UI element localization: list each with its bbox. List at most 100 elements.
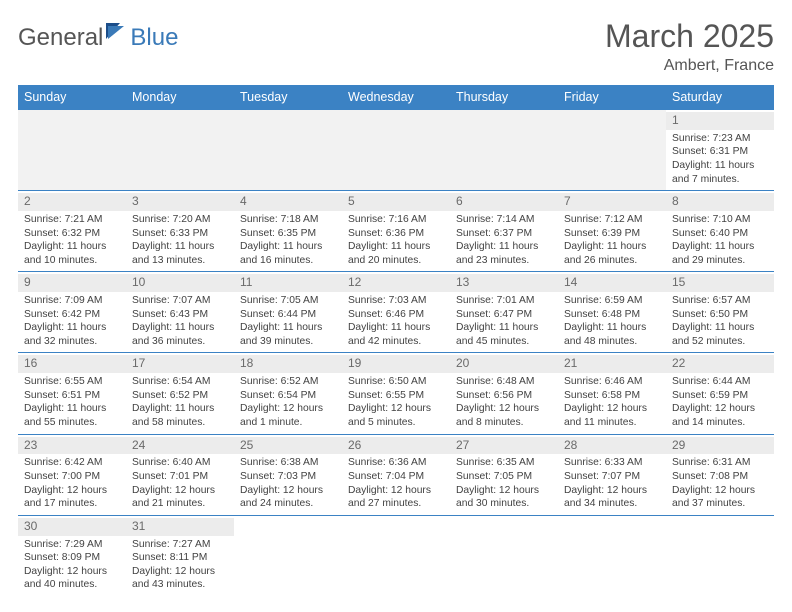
daylight-text-2: and 17 minutes. (24, 497, 120, 511)
daylight-text-2: and 32 minutes. (24, 335, 120, 349)
daylight-text-2: and 55 minutes. (24, 416, 120, 430)
sunrise-text: Sunrise: 6:31 AM (672, 456, 768, 470)
sunset-text: Sunset: 6:56 PM (456, 389, 552, 403)
day-number: 2 (18, 193, 126, 211)
sunset-text: Sunset: 6:50 PM (672, 308, 768, 322)
calendar-cell: 12Sunrise: 7:03 AMSunset: 6:46 PMDayligh… (342, 272, 450, 353)
sunset-text: Sunset: 6:37 PM (456, 227, 552, 241)
calendar-cell: 16Sunrise: 6:55 AMSunset: 6:51 PMDayligh… (18, 353, 126, 434)
sunrise-text: Sunrise: 7:29 AM (24, 538, 120, 552)
sunrise-text: Sunrise: 6:42 AM (24, 456, 120, 470)
daylight-text-1: Daylight: 11 hours (240, 321, 336, 335)
day-number: 28 (558, 437, 666, 455)
day-number: 17 (126, 355, 234, 373)
day-number: 15 (666, 274, 774, 292)
daylight-text-1: Daylight: 11 hours (672, 321, 768, 335)
daylight-text-1: Daylight: 11 hours (132, 240, 228, 254)
sunrise-text: Sunrise: 6:59 AM (564, 294, 660, 308)
daylight-text-2: and 13 minutes. (132, 254, 228, 268)
sunset-text: Sunset: 7:08 PM (672, 470, 768, 484)
daylight-text-2: and 27 minutes. (348, 497, 444, 511)
sunrise-text: Sunrise: 7:03 AM (348, 294, 444, 308)
sunrise-text: Sunrise: 7:10 AM (672, 213, 768, 227)
calendar-cell-empty (234, 515, 342, 596)
day-number: 13 (450, 274, 558, 292)
calendar-cell: 3Sunrise: 7:20 AMSunset: 6:33 PMDaylight… (126, 191, 234, 272)
sunset-text: Sunset: 6:35 PM (240, 227, 336, 241)
daylight-text-1: Daylight: 12 hours (564, 484, 660, 498)
calendar-cell-empty (450, 515, 558, 596)
sunset-text: Sunset: 7:01 PM (132, 470, 228, 484)
day-number: 6 (450, 193, 558, 211)
daylight-text-1: Daylight: 12 hours (672, 402, 768, 416)
daylight-text-2: and 10 minutes. (24, 254, 120, 268)
daylight-text-2: and 36 minutes. (132, 335, 228, 349)
daylight-text-1: Daylight: 12 hours (132, 484, 228, 498)
daylight-text-2: and 5 minutes. (348, 416, 444, 430)
daylight-text-1: Daylight: 11 hours (24, 321, 120, 335)
calendar-cell: 13Sunrise: 7:01 AMSunset: 6:47 PMDayligh… (450, 272, 558, 353)
sunset-text: Sunset: 7:00 PM (24, 470, 120, 484)
sunrise-text: Sunrise: 6:48 AM (456, 375, 552, 389)
calendar-cell: 20Sunrise: 6:48 AMSunset: 6:56 PMDayligh… (450, 353, 558, 434)
sunrise-text: Sunrise: 7:09 AM (24, 294, 120, 308)
daylight-text-2: and 1 minute. (240, 416, 336, 430)
day-number: 22 (666, 355, 774, 373)
daylight-text-1: Daylight: 11 hours (24, 240, 120, 254)
calendar-cell: 6Sunrise: 7:14 AMSunset: 6:37 PMDaylight… (450, 191, 558, 272)
day-number: 8 (666, 193, 774, 211)
day-number: 5 (342, 193, 450, 211)
sunset-text: Sunset: 6:46 PM (348, 308, 444, 322)
daylight-text-1: Daylight: 12 hours (456, 484, 552, 498)
calendar-cell: 7Sunrise: 7:12 AMSunset: 6:39 PMDaylight… (558, 191, 666, 272)
daylight-text-2: and 39 minutes. (240, 335, 336, 349)
logo-text-1: General (18, 24, 103, 52)
daylight-text-2: and 52 minutes. (672, 335, 768, 349)
daylight-text-1: Daylight: 11 hours (672, 240, 768, 254)
weekday-header: Sunday (18, 85, 126, 110)
sunset-text: Sunset: 6:54 PM (240, 389, 336, 403)
day-number: 1 (666, 112, 774, 130)
sunset-text: Sunset: 6:32 PM (24, 227, 120, 241)
calendar-cell-empty (342, 110, 450, 191)
sunrise-text: Sunrise: 6:55 AM (24, 375, 120, 389)
daylight-text-1: Daylight: 12 hours (672, 484, 768, 498)
daylight-text-2: and 23 minutes. (456, 254, 552, 268)
sunrise-text: Sunrise: 6:36 AM (348, 456, 444, 470)
weekday-header: Saturday (666, 85, 774, 110)
calendar-cell: 15Sunrise: 6:57 AMSunset: 6:50 PMDayligh… (666, 272, 774, 353)
calendar-row: 2Sunrise: 7:21 AMSunset: 6:32 PMDaylight… (18, 191, 774, 272)
weekday-header: Tuesday (234, 85, 342, 110)
daylight-text-1: Daylight: 12 hours (456, 402, 552, 416)
calendar-cell: 18Sunrise: 6:52 AMSunset: 6:54 PMDayligh… (234, 353, 342, 434)
calendar-cell-empty (666, 515, 774, 596)
calendar-row: 16Sunrise: 6:55 AMSunset: 6:51 PMDayligh… (18, 353, 774, 434)
daylight-text-2: and 11 minutes. (564, 416, 660, 430)
calendar-row: 30Sunrise: 7:29 AMSunset: 8:09 PMDayligh… (18, 515, 774, 596)
sunrise-text: Sunrise: 7:21 AM (24, 213, 120, 227)
daylight-text-2: and 58 minutes. (132, 416, 228, 430)
day-number: 10 (126, 274, 234, 292)
daylight-text-2: and 29 minutes. (672, 254, 768, 268)
daylight-text-2: and 34 minutes. (564, 497, 660, 511)
daylight-text-2: and 8 minutes. (456, 416, 552, 430)
day-number: 24 (126, 437, 234, 455)
header: General Blue March 2025 Ambert, France (18, 18, 774, 75)
daylight-text-1: Daylight: 11 hours (348, 240, 444, 254)
daylight-text-2: and 16 minutes. (240, 254, 336, 268)
daylight-text-1: Daylight: 11 hours (132, 321, 228, 335)
weekday-header: Thursday (450, 85, 558, 110)
sunrise-text: Sunrise: 7:01 AM (456, 294, 552, 308)
day-number: 9 (18, 274, 126, 292)
calendar-cell: 1Sunrise: 7:23 AMSunset: 6:31 PMDaylight… (666, 110, 774, 191)
sunset-text: Sunset: 6:31 PM (672, 145, 768, 159)
page-title: March 2025 (605, 18, 774, 55)
sunrise-text: Sunrise: 6:44 AM (672, 375, 768, 389)
daylight-text-1: Daylight: 12 hours (348, 402, 444, 416)
sunset-text: Sunset: 8:09 PM (24, 551, 120, 565)
calendar-cell-empty (342, 515, 450, 596)
calendar-cell: 24Sunrise: 6:40 AMSunset: 7:01 PMDayligh… (126, 434, 234, 515)
daylight-text-2: and 24 minutes. (240, 497, 336, 511)
calendar-cell-empty (234, 110, 342, 191)
sunrise-text: Sunrise: 7:18 AM (240, 213, 336, 227)
